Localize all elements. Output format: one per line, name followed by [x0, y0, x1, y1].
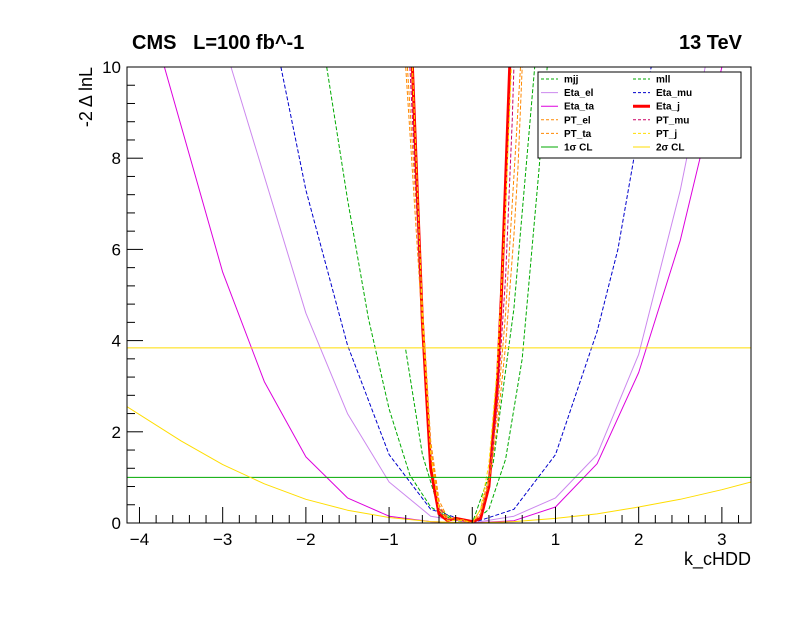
y-axis-title: -2 Δ lnL [76, 67, 96, 127]
legend-label: PT_mu [656, 115, 689, 126]
legend-label: Eta_j [656, 102, 680, 113]
series-line-0 [326, 67, 536, 523]
curves [127, 67, 751, 523]
legend-label: 1σ CL [564, 143, 593, 154]
x-tick-label: −2 [296, 530, 315, 549]
series-line-12 [127, 406, 751, 523]
legend-label: mll [656, 75, 671, 86]
y-tick-label: 10 [102, 58, 121, 77]
legend-label: Eta_el [564, 88, 594, 99]
series-line-2 [230, 67, 706, 523]
x-axis-title: k_cHDD [684, 549, 751, 570]
x-tick-label: −1 [379, 530, 398, 549]
y-tick-label: 0 [112, 514, 121, 533]
x-tick-label: 0 [468, 530, 477, 549]
x-tick-label: 2 [634, 530, 643, 549]
legend-box [537, 71, 742, 159]
legend-label: Eta_mu [656, 88, 692, 99]
legend-label: PT_el [564, 115, 591, 126]
x-tick-label: 3 [717, 530, 726, 549]
axes: −4 −3 −2 −1 0 1 2 3 0 2 4 6 8 10 [102, 58, 740, 549]
series-line-3 [280, 67, 652, 523]
series-line-6 [406, 67, 521, 523]
y-tick-label: 8 [112, 149, 121, 168]
legend: mjj mll Eta_el Eta_mu Eta_ta Eta_j PT_el PT_mu P… [537, 71, 742, 159]
series-line-8 [405, 67, 523, 523]
legend-label: Eta_ta [564, 102, 594, 113]
experiment-label: CMS L=100 fb^-1 [132, 32, 304, 54]
x-tick-label: −4 [130, 530, 149, 549]
energy-label: 13 TeV [679, 32, 743, 54]
legend-label: PT_j [656, 129, 677, 140]
legend-label: PT_ta [564, 129, 592, 140]
y-tick-label: 6 [112, 240, 121, 259]
series-line-9 [411, 67, 512, 523]
series-line-7 [409, 67, 515, 523]
x-tick-label: 1 [551, 530, 560, 549]
legend-label: mjj [564, 75, 579, 86]
x-tick-label: −3 [213, 530, 232, 549]
legend-label: 2σ CL [656, 143, 685, 154]
y-tick-label: 2 [112, 423, 121, 442]
y-tick-label: 4 [112, 332, 121, 351]
